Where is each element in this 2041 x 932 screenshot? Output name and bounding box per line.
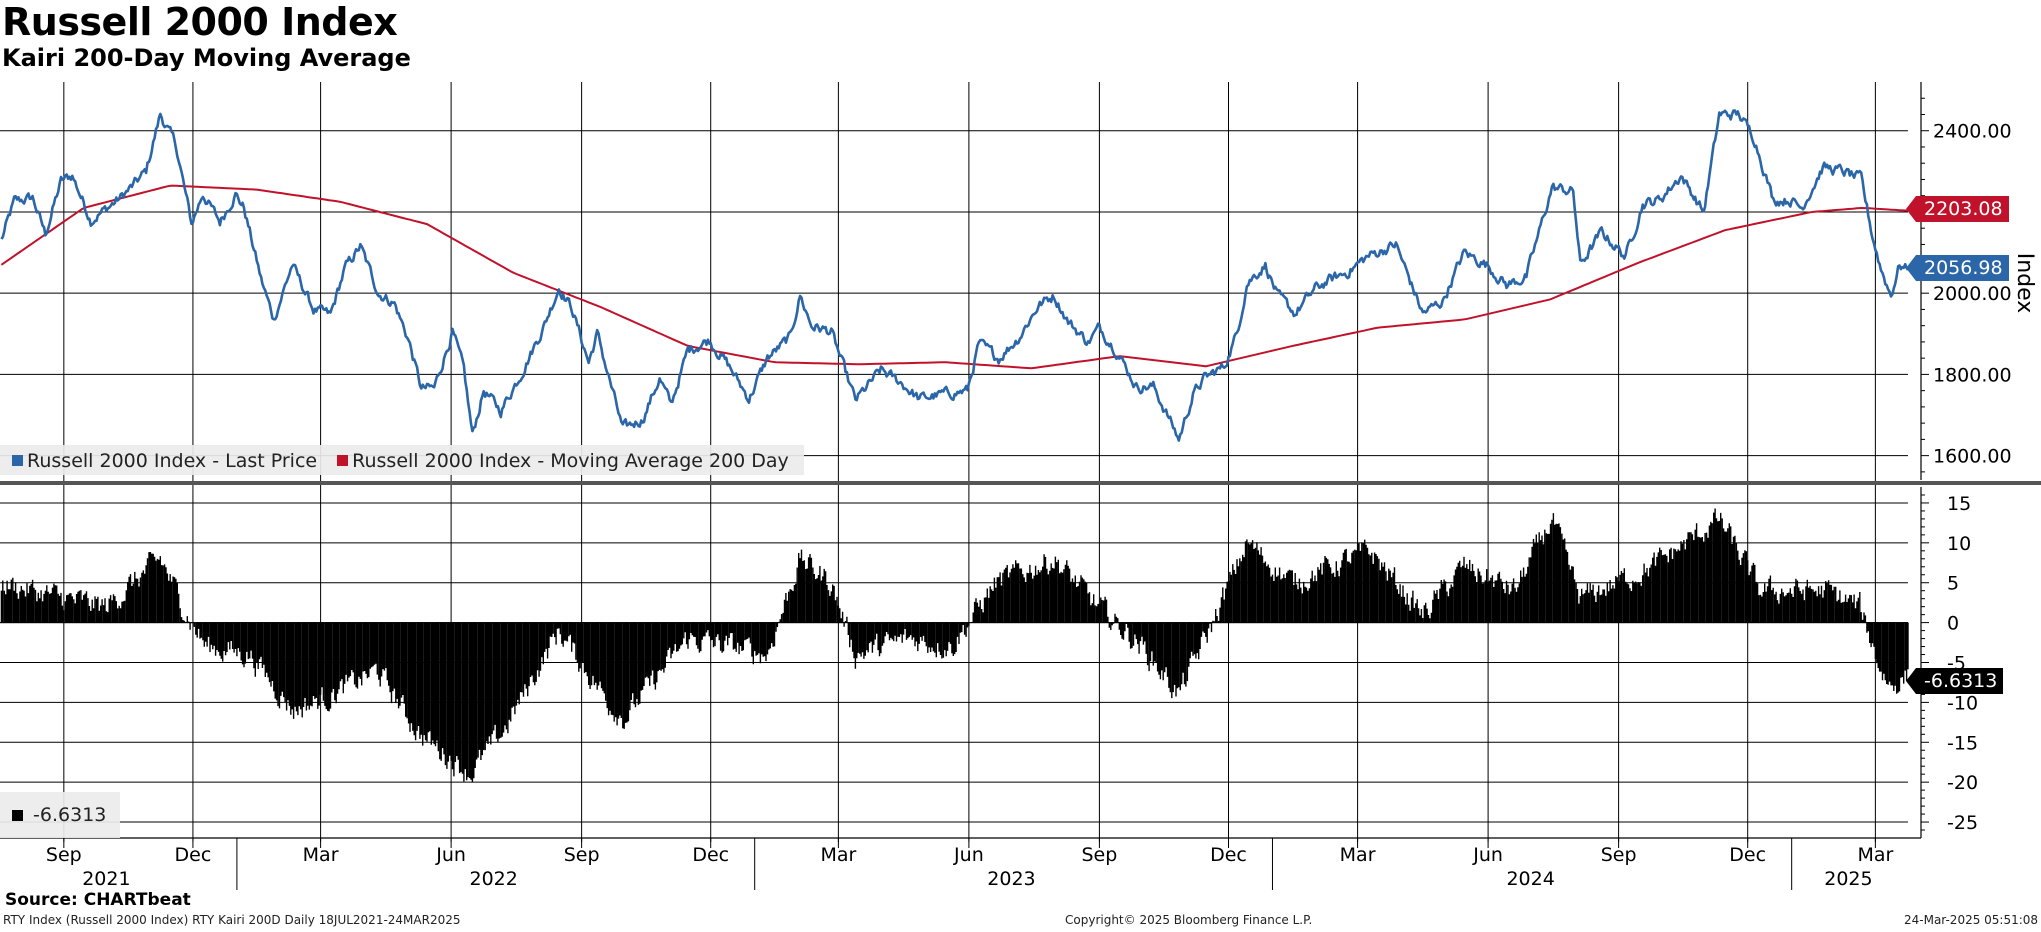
legend-label-price: Russell 2000 Index - Last Price [27,449,318,472]
ma-last-value: 2203.08 [1924,198,2003,220]
year-label: 2021 [82,868,130,890]
price-legend: Russell 2000 Index - Last Price Russell … [0,445,804,475]
legend-swatch-price [12,455,23,466]
legend-swatch-kairi [12,810,23,821]
month-label: Mar [1340,844,1376,866]
price-y-axis-label: Index [2012,253,2037,314]
kairi-y-tick-label: -15 [1947,732,1978,754]
kairi-bars [0,508,1909,783]
last-price-line [0,109,1910,442]
month-label: Dec [175,844,212,866]
price-last-value: 2056.98 [1924,257,2003,279]
year-label: 2024 [1506,868,1554,890]
legend-entry-last-price: Russell 2000 Index - Last Price [12,446,317,476]
year-label: 2022 [469,868,517,890]
kairi-legend: -6.6313 [0,792,120,838]
kairi-last-value-flag: -6.6313 [1905,668,2004,694]
price-last-value-flag: 2056.98 [1906,255,2009,281]
legend-entry-moving-average: Russell 2000 Index - Moving Average 200 … [337,446,789,476]
chart-subtitle: Kairi 200-Day Moving Average [2,44,411,72]
legend-label-ma: Russell 2000 Index - Moving Average 200 … [352,449,789,472]
kairi-y-tick-label: 15 [1947,493,1971,515]
price-y-tick-label: 2000.00 [1933,283,2012,305]
kairi-y-tick-label: 5 [1947,573,1959,595]
panel-separator [0,481,2041,485]
copyright: Copyright© 2025 Bloomberg Finance L.P. [1065,913,1313,927]
kairi-y-tick-label: -25 [1947,812,1978,834]
security-description: RTY Index (Russell 2000 Index) RTY Kairi… [3,913,461,927]
month-label: Jun [953,844,984,866]
year-label: 2023 [987,868,1035,890]
month-label: Sep [1081,844,1117,866]
price-y-tick-label: 2400.00 [1933,121,2012,143]
month-label: Mar [820,844,856,866]
kairi-y-tick-label: -10 [1947,692,1978,714]
month-label: Dec [692,844,729,866]
month-label: Sep [564,844,600,866]
price-y-tick-label: 1600.00 [1933,446,2012,468]
month-label: Sep [1601,844,1637,866]
chart-title: Russell 2000 Index [2,0,398,44]
kairi-y-tick-label: -20 [1947,772,1978,794]
kairi-last-value: -6.6313 [1924,670,1998,692]
price-y-tick-label: 1800.00 [1933,364,2012,386]
legend-label-kairi: -6.6313 [33,804,107,826]
ma-last-value-flag: 2203.08 [1906,196,2009,222]
month-label: Dec [1729,844,1766,866]
kairi-y-tick-label: 0 [1947,613,1959,635]
month-label: Jun [435,844,466,866]
legend-swatch-ma [337,455,349,466]
month-label: Dec [1210,844,1247,866]
timestamp: 24-Mar-2025 05:51:08 [1904,913,2039,927]
month-label: Mar [1857,844,1893,866]
month-label: Sep [46,844,82,866]
moving-average-line [0,184,1909,370]
year-label: 2025 [1824,868,1872,890]
kairi-y-tick-label: 10 [1947,533,1971,555]
month-label: Mar [303,844,339,866]
source-note: Source: CHARTbeat [5,890,191,910]
month-label: Jun [1472,844,1503,866]
